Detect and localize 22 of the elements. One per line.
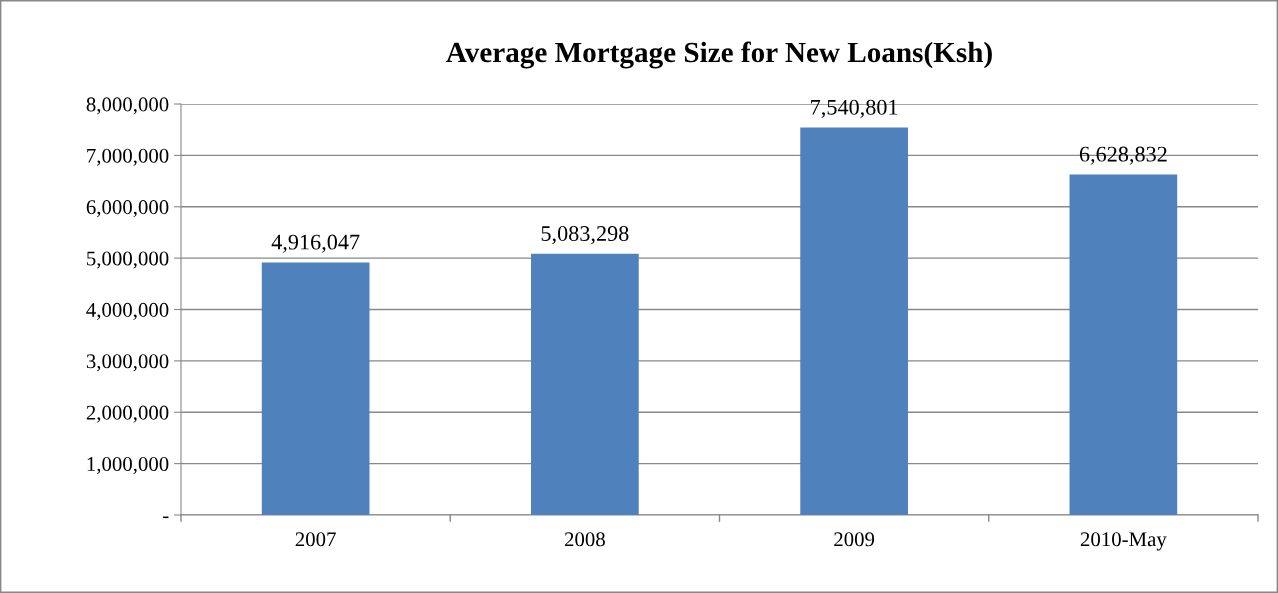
y-tick-label: 8,000,000 — [86, 97, 169, 115]
bar — [1069, 174, 1178, 515]
x-tick-label: 2008 — [564, 532, 605, 547]
bar — [531, 253, 639, 515]
y-tick-label: 6,000,000 — [86, 200, 169, 218]
y-tick-label: 2,000,000 — [86, 405, 169, 423]
y-tick-label: - — [163, 516, 169, 519]
y-tick-label: 7,000,000 — [87, 148, 169, 166]
y-tick-label: 4,000,000 — [86, 302, 169, 320]
x-tick-label: 2010-May — [1080, 532, 1167, 551]
x-tick-label: 2007 — [295, 532, 336, 547]
data-label: 6,628,832 — [1079, 146, 1167, 165]
y-tick-label: 5,000,000 — [87, 251, 169, 269]
chart-title: Average Mortgage Size for New Loans(Ksh) — [446, 41, 992, 69]
data-label: 7,540,801 — [811, 99, 898, 118]
bar — [800, 127, 908, 515]
data-label: 4,916,047 — [271, 234, 360, 253]
y-tick-label: 1,000,000 — [87, 457, 169, 475]
bar — [261, 262, 370, 515]
x-tick-label: 2009 — [834, 532, 875, 547]
data-label: 5,083,298 — [541, 226, 629, 245]
y-tick-label: 3,000,000 — [86, 354, 169, 372]
